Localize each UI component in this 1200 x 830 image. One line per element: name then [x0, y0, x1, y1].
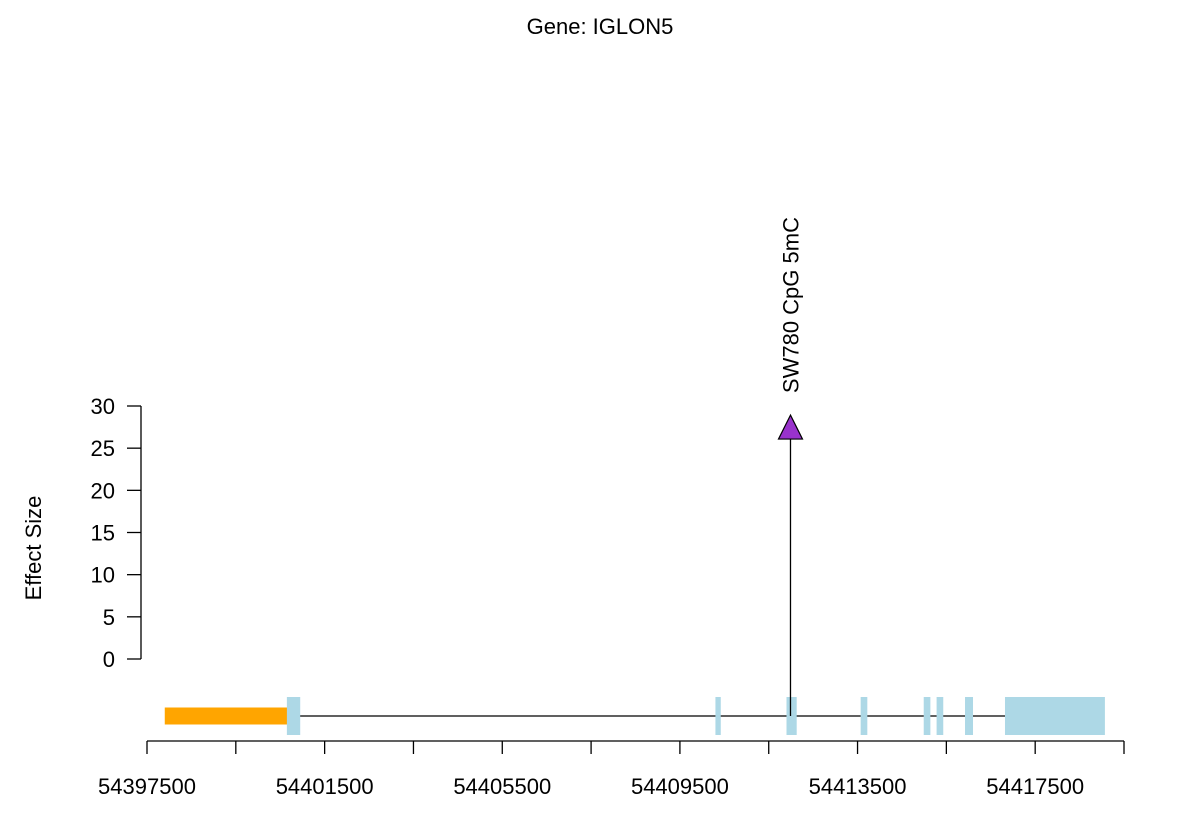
x-axis: 54397500 54401500 54405500 54409500 54413500… [98, 740, 1125, 799]
y-tick-label: 25 [91, 436, 115, 461]
point-marker-triangle [777, 413, 804, 440]
x-tick-label: 54413500 [809, 774, 907, 799]
y-tick-label: 0 [103, 647, 115, 672]
exon-block [860, 697, 868, 735]
x-tick-label: 54417500 [986, 774, 1084, 799]
gene-track [164, 697, 1105, 735]
orange-feature-block [164, 707, 297, 725]
x-tick-label: 54405500 [453, 774, 551, 799]
exon-block [923, 697, 931, 735]
point-label: SW780 CpG 5mC [778, 217, 803, 393]
exon-block [936, 697, 944, 735]
exon-block [715, 697, 721, 735]
x-tick-label: 54409500 [631, 774, 729, 799]
chart-title: Gene: IGLON5 [527, 14, 674, 39]
y-axis-label: Effect Size [21, 496, 46, 601]
exon-block [786, 697, 797, 735]
exon-block [286, 697, 301, 735]
y-axis: 0 5 10 15 20 25 30 [91, 394, 142, 672]
points-layer: SW780 CpG 5mC [777, 217, 804, 716]
x-tick-label: 54397500 [98, 774, 196, 799]
y-tick-label: 15 [91, 521, 115, 546]
exon-block [1004, 697, 1105, 735]
exon-block [965, 697, 974, 735]
y-tick-label: 30 [91, 394, 115, 419]
y-tick-label: 5 [103, 605, 115, 630]
x-tick-label: 54401500 [276, 774, 374, 799]
y-tick-label: 20 [91, 478, 115, 503]
y-tick-label: 10 [91, 563, 115, 588]
